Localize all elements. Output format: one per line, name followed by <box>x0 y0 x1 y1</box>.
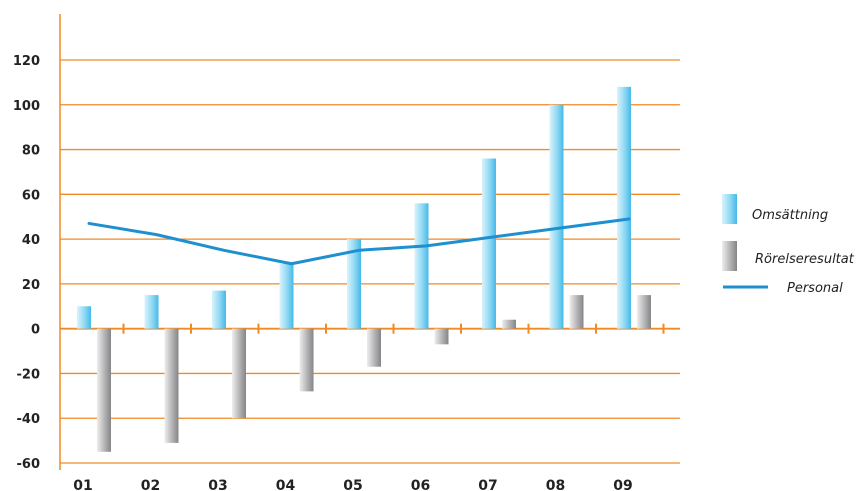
y-tick-label: 120 <box>13 54 40 69</box>
x-axis-ticks: 01 02 03 04 05 06 07 08 09 <box>73 478 632 491</box>
y-tick-label: -20 <box>17 367 41 382</box>
bar-rorelseresultat <box>434 328 449 345</box>
y-tick-label: 40 <box>22 233 40 248</box>
x-tick-label: 03 <box>208 478 227 491</box>
bar-omsattning <box>482 158 496 329</box>
y-tick-label: -40 <box>17 412 41 427</box>
gridlines <box>60 59 680 464</box>
x-tick-label: 01 <box>73 478 92 491</box>
x-tick-label: 08 <box>546 478 565 491</box>
bar-omsattning <box>77 306 91 329</box>
legend-item-personal: Personal <box>723 281 843 296</box>
x-tick-label: 02 <box>141 478 160 491</box>
bar-rorelseresultat <box>164 328 179 443</box>
legend-label-omsattning: Omsättning <box>752 208 828 223</box>
x-tick-label: 07 <box>478 478 497 491</box>
bar-rorelseresultat <box>502 319 516 329</box>
y-tick-label: 80 <box>22 144 40 159</box>
legend-label-personal: Personal <box>787 281 843 296</box>
bar-omsattning <box>347 239 361 329</box>
legend-item-rorelseresultat: Rörelseresultat <box>722 241 855 271</box>
bar-omsattning <box>279 263 294 329</box>
bar-omsattning <box>414 203 429 329</box>
y-tick-label: 100 <box>13 99 40 114</box>
legend-swatch-omsattning <box>722 194 737 224</box>
bar-rorelseresultat <box>367 328 381 367</box>
bar-rorelseresultat <box>232 328 246 419</box>
bar-rorelseresultat <box>637 295 651 329</box>
y-axis-ticks: -60 -40 -20 0 20 40 60 80 100 120 <box>13 54 40 472</box>
legend-label-rorelseresultat: Rörelseresultat <box>755 252 855 267</box>
legend-item-omsattning: Omsättning <box>722 194 828 224</box>
legend: Omsättning Rörelseresultat Personal <box>722 194 855 296</box>
bar-omsattning <box>549 104 564 329</box>
bar-rorelseresultat <box>299 328 314 392</box>
x-tick-label: 04 <box>276 478 296 491</box>
axes <box>59 14 665 470</box>
y-tick-label: -60 <box>17 457 41 472</box>
x-tick-label: 05 <box>343 478 362 491</box>
bar-omsattning <box>212 290 226 329</box>
legend-swatch-rorelseresultat <box>722 241 737 271</box>
bar-omsattning <box>617 86 631 329</box>
bar-rorelseresultat <box>569 295 584 329</box>
y-tick-label: 20 <box>22 278 40 293</box>
bar-rorelseresultat <box>97 328 111 452</box>
x-tick-label: 06 <box>411 478 430 491</box>
bars <box>77 86 651 452</box>
y-tick-label: 60 <box>22 188 40 203</box>
bar-omsattning <box>144 295 159 329</box>
personal-line <box>87 217 631 266</box>
x-tick-label: 09 <box>613 478 632 491</box>
y-tick-label: 0 <box>31 323 40 338</box>
line-personal <box>87 217 631 266</box>
